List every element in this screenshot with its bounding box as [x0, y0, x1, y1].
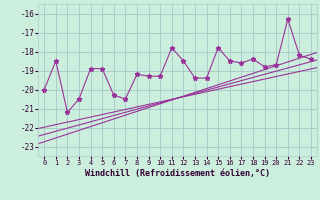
X-axis label: Windchill (Refroidissement éolien,°C): Windchill (Refroidissement éolien,°C)	[85, 169, 270, 178]
